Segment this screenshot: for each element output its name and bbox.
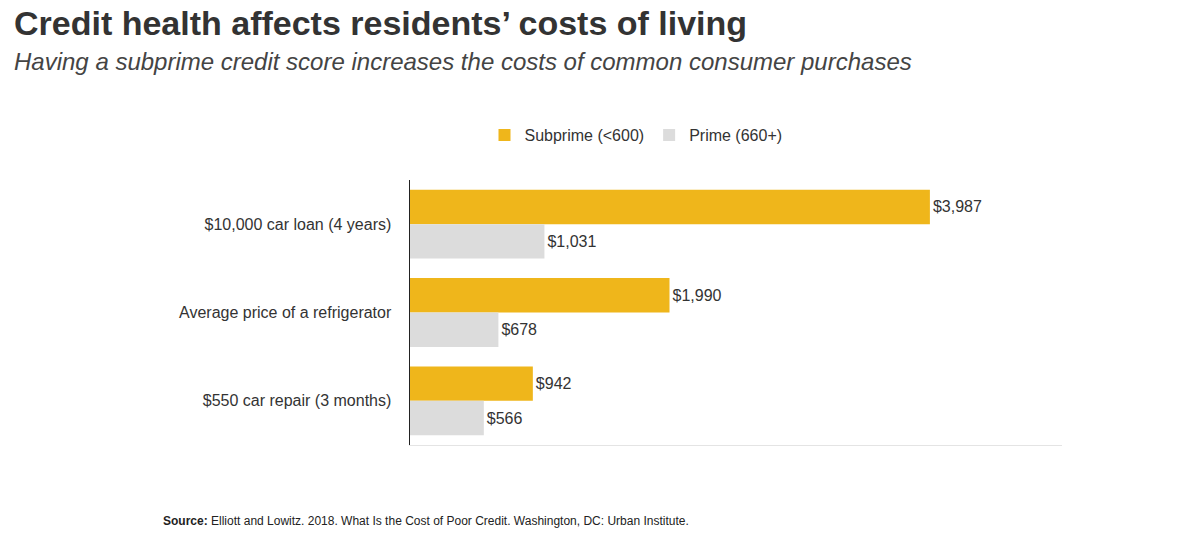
svg-text:$678: $678 — [501, 321, 537, 338]
svg-text:$10,000 car loan (4 years): $10,000 car loan (4 years) — [205, 216, 392, 233]
svg-text:$566: $566 — [487, 410, 523, 427]
html-text:Source: Elliott and Lowitz. 20: Source: Elliott and Lowitz. 2018. What I… — [163, 514, 689, 528]
svg-text:$3,987: $3,987 — [933, 198, 982, 215]
svg-text:Prime (660+): Prime (660+) — [689, 127, 782, 144]
svg-text:Subprime (<600): Subprime (<600) — [525, 127, 645, 144]
html-text:Having a subprime credit score: Having a subprime credit score increases… — [14, 48, 912, 75]
html-text:Credit health affects resident: Credit health affects residents’ costs o… — [14, 4, 748, 42]
svg-text:$1,990: $1,990 — [673, 287, 722, 304]
svg-text:$942: $942 — [536, 375, 572, 392]
svg-text:$1,031: $1,031 — [547, 233, 596, 250]
svg-text:Average price of a refrigerato: Average price of a refrigerator — [179, 304, 392, 321]
svg-text:$550 car repair (3 months): $550 car repair (3 months) — [203, 392, 392, 409]
